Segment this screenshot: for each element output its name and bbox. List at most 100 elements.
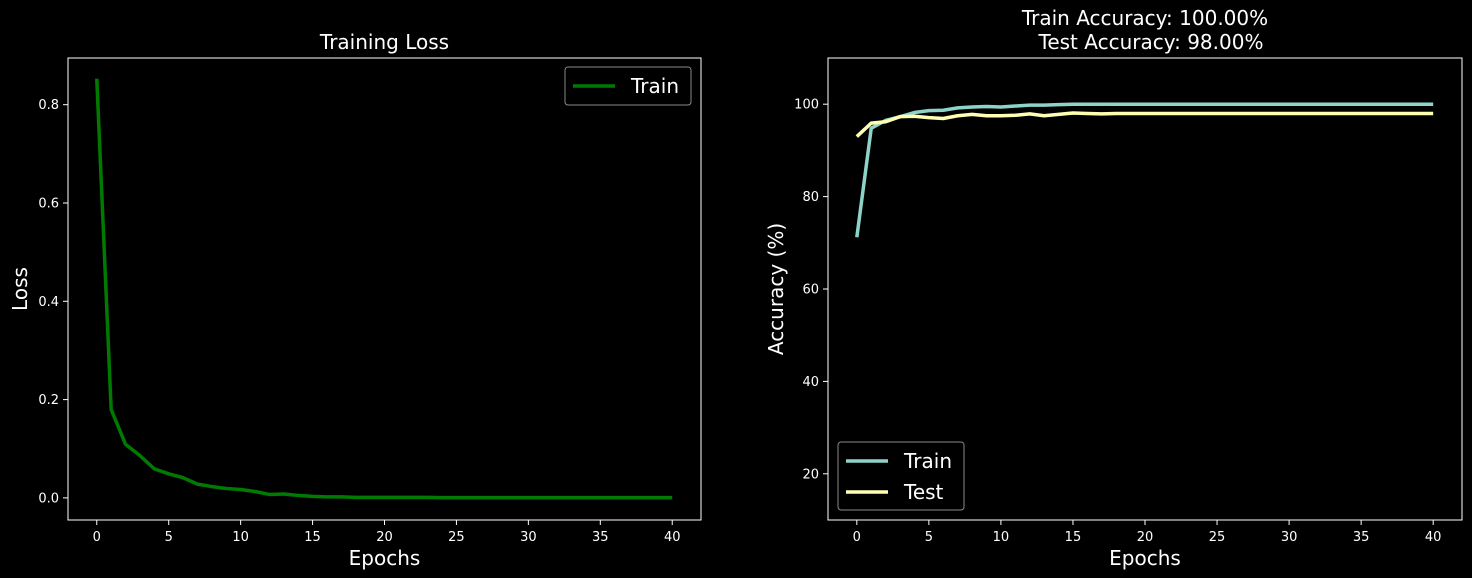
data-point-test	[1129, 112, 1132, 115]
data-point-test	[1014, 114, 1017, 117]
data-point-train	[282, 492, 285, 495]
data-point-train	[498, 496, 501, 499]
legend: Train Test	[837, 441, 965, 511]
data-point-train	[642, 496, 645, 499]
data-point-test	[999, 114, 1002, 117]
data-point-train	[1316, 103, 1319, 106]
data-point-train	[1158, 103, 1161, 106]
data-point-train	[484, 496, 487, 499]
data-point-train	[1345, 103, 1348, 106]
data-point-train	[1201, 103, 1204, 106]
data-point-train	[541, 496, 544, 499]
x-tick-label: 10	[232, 530, 249, 545]
data-point-train	[1215, 103, 1218, 106]
data-point-test	[1273, 112, 1276, 115]
data-point-train	[527, 496, 530, 499]
data-point-train	[1100, 103, 1103, 106]
data-point-test	[1028, 112, 1031, 115]
data-point-test	[1143, 112, 1146, 115]
data-point-train	[927, 109, 930, 112]
data-point-train	[124, 443, 127, 446]
data-point-test	[1374, 112, 1377, 115]
data-point-train	[913, 111, 916, 114]
data-point-train	[210, 485, 213, 488]
data-point-train	[412, 496, 415, 499]
data-point-train	[1244, 103, 1247, 106]
data-point-train	[870, 127, 873, 130]
data-point-test	[884, 120, 887, 123]
data-point-train	[138, 454, 141, 457]
data-point-train	[671, 496, 674, 499]
data-point-train	[627, 496, 630, 499]
data-point-test	[1230, 112, 1233, 115]
y-tick-label: 0.4	[38, 295, 59, 310]
x-tick-label: 10	[993, 530, 1010, 545]
data-point-test	[1057, 113, 1060, 116]
data-point-train	[942, 109, 945, 112]
data-point-train	[1143, 103, 1146, 106]
data-point-test	[1345, 112, 1348, 115]
data-point-test	[1201, 112, 1204, 115]
data-point-train	[1360, 103, 1363, 106]
data-point-train	[297, 494, 300, 497]
data-point-train	[1014, 104, 1017, 107]
y-tick-label: 100	[794, 98, 819, 113]
data-point-train	[999, 105, 1002, 108]
data-point-train	[196, 483, 199, 486]
data-point-train	[181, 476, 184, 479]
data-point-train	[1115, 103, 1118, 106]
data-point-test	[1360, 112, 1363, 115]
data-point-train	[1230, 103, 1233, 106]
data-point-train	[512, 496, 515, 499]
chart-title: Training Loss	[319, 30, 449, 54]
data-point-train	[426, 496, 429, 499]
data-point-train	[239, 488, 242, 491]
data-point-test	[1259, 112, 1262, 115]
x-tick-label: 35	[1353, 530, 1370, 545]
data-point-train	[1287, 103, 1290, 106]
data-point-test	[1158, 112, 1161, 115]
data-point-test	[1388, 112, 1391, 115]
data-point-test	[1172, 112, 1175, 115]
data-point-train	[1086, 103, 1089, 106]
data-point-train	[1043, 104, 1046, 107]
plot-frame	[67, 57, 702, 521]
y-tick-label: 20	[802, 467, 819, 482]
x-tick-label: 0	[853, 530, 861, 545]
data-point-train	[340, 495, 343, 498]
data-point-test	[1244, 112, 1247, 115]
data-point-train	[1187, 103, 1190, 106]
data-point-test	[942, 117, 945, 120]
x-tick-label: 20	[1137, 530, 1154, 545]
data-point-train	[455, 496, 458, 499]
data-point-test	[956, 114, 959, 117]
data-point-train	[855, 236, 858, 239]
x-tick-label: 35	[592, 530, 609, 545]
y-tick-label: 60	[802, 283, 819, 298]
data-point-train	[1417, 103, 1420, 106]
data-point-train	[95, 77, 98, 80]
data-point-test	[1215, 112, 1218, 115]
data-point-train	[311, 495, 314, 498]
data-point-test	[1302, 112, 1305, 115]
x-tick-label: 30	[1281, 530, 1298, 545]
data-point-train	[656, 496, 659, 499]
data-point-train	[556, 496, 559, 499]
data-point-train	[469, 496, 472, 499]
data-point-test	[870, 122, 873, 125]
data-point-test	[1071, 111, 1074, 114]
series-line-train	[855, 102, 1434, 238]
x-tick-label: 15	[304, 530, 321, 545]
legend-label: Train	[630, 74, 679, 98]
data-point-test	[1417, 112, 1420, 115]
y-tick-label: 80	[802, 190, 819, 205]
chart-title: Test Accuracy: 98.00%	[1038, 30, 1264, 54]
x-tick-label: 5	[925, 530, 933, 545]
data-point-test	[1316, 112, 1319, 115]
data-point-test	[1331, 112, 1334, 115]
x-tick-label: 30	[520, 530, 537, 545]
data-point-train	[1403, 103, 1406, 106]
data-point-train	[268, 493, 271, 496]
data-point-test	[1086, 112, 1089, 115]
